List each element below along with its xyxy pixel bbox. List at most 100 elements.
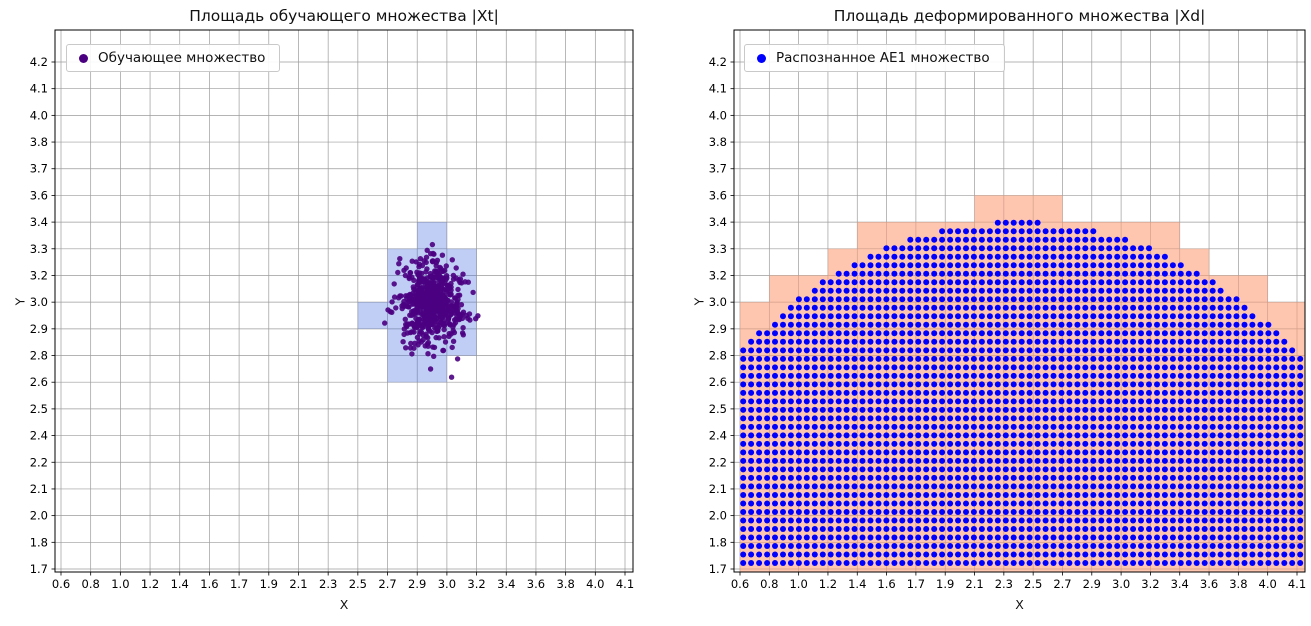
svg-text:1.8: 1.8 [30,535,48,549]
svg-text:2.2: 2.2 [30,455,48,469]
svg-text:3.6: 3.6 [30,188,48,202]
training-legend: Обучающее множество [66,44,281,72]
axis-tick-marks [730,61,1298,576]
svg-text:4.0: 4.0 [30,108,48,122]
deformed-plot-title: Площадь деформированного множества |Xd| [833,7,1206,25]
svg-text:4.2: 4.2 [709,55,727,69]
svg-text:2.9: 2.9 [1083,577,1101,591]
svg-text:3.0: 3.0 [709,295,727,309]
svg-text:3.3: 3.3 [30,242,48,256]
axis-tick-marks [51,61,626,576]
deformed-y-axis-label: Y [691,297,707,306]
svg-text:0.6: 0.6 [731,577,749,591]
svg-text:3.0: 3.0 [30,295,48,309]
svg-text:1.7: 1.7 [230,577,248,591]
training-set-plot: Площадь обучающего множества |Xt| 0.6 0.8… [12,7,634,612]
data-points [382,241,481,380]
svg-text:4.1: 4.1 [709,82,727,96]
svg-text:2.2: 2.2 [709,455,727,469]
svg-text:1.2: 1.2 [819,577,837,591]
svg-text:2.7: 2.7 [1053,577,1071,591]
svg-text:3.8: 3.8 [1229,577,1247,591]
svg-text:3.4: 3.4 [497,577,515,591]
svg-text:1.6: 1.6 [200,577,218,591]
svg-text:1.2: 1.2 [141,577,159,591]
svg-text:2.5: 2.5 [30,402,48,416]
svg-text:2.5: 2.5 [1024,577,1042,591]
svg-text:3.8: 3.8 [556,577,574,591]
training-plot-title: Площадь обучающего множества |Xt| [189,7,499,25]
svg-text:4.1: 4.1 [30,82,48,96]
deformed-set-plot: Площадь деформированного множества |Xd| … [656,0,1311,626]
svg-text:3.6: 3.6 [527,577,545,591]
svg-text:2.7: 2.7 [378,577,396,591]
svg-text:3.6: 3.6 [709,188,727,202]
svg-text:3.8: 3.8 [30,135,48,149]
svg-text:2.8: 2.8 [709,349,727,363]
training-x-axis-label: X [339,597,349,612]
deformed-x-axis-label: X [1015,597,1024,612]
svg-text:3.8: 3.8 [709,135,727,149]
svg-text:3.4: 3.4 [1171,577,1189,591]
svg-text:1.0: 1.0 [111,577,129,591]
svg-text:3.6: 3.6 [1200,577,1218,591]
svg-text:3.0: 3.0 [438,577,456,591]
svg-text:2.6: 2.6 [709,375,727,389]
svg-text:1.7: 1.7 [30,562,48,576]
svg-text:2.8: 2.8 [30,349,48,363]
svg-text:2.9: 2.9 [408,577,426,591]
svg-text:2.3: 2.3 [995,577,1013,591]
svg-text:1.9: 1.9 [260,577,278,591]
svg-text:3.3: 3.3 [709,242,727,256]
plot-frame [733,29,1306,573]
svg-text:2.0: 2.0 [709,509,727,523]
svg-text:1.4: 1.4 [171,577,189,591]
svg-text:2.0: 2.0 [30,509,48,523]
svg-text:0.6: 0.6 [52,577,70,591]
svg-text:0.8: 0.8 [760,577,778,591]
svg-text:1.7: 1.7 [709,562,727,576]
deformed-legend: Распознанное AE1 множество [744,44,1005,72]
svg-text:2.1: 2.1 [965,577,983,591]
svg-text:1.9: 1.9 [936,577,954,591]
data-points [740,219,1304,566]
svg-text:2.6: 2.6 [30,375,48,389]
training-plot-canvas: 0.6 0.8 1.0 1.2 1.4 1.6 1.7 1.9 2.1 2.3 2.5 2.7 2.9 3… [30,29,634,591]
training-legend-label: Обучающее множество [98,50,266,66]
deformed-legend-label: Распознанное AE1 множество [776,50,990,66]
svg-text:4.0: 4.0 [1259,577,1277,591]
svg-text:3.0: 3.0 [1112,577,1130,591]
svg-text:4.0: 4.0 [709,108,727,122]
svg-text:1.6: 1.6 [877,577,895,591]
axis-tick-labels: 0.6 0.8 1.0 1.2 1.4 1.6 1.7 1.9 2.1 2.3 2.5 2.7 2.9 3… [30,55,634,591]
svg-text:3.2: 3.2 [709,268,727,282]
svg-text:2.3: 2.3 [319,577,337,591]
svg-text:1.7: 1.7 [907,577,925,591]
svg-text:2.4: 2.4 [30,429,48,443]
svg-text:1.4: 1.4 [848,577,866,591]
grid-lines [55,30,633,572]
svg-text:2.1: 2.1 [30,482,48,496]
svg-text:2.5: 2.5 [349,577,367,591]
svg-text:0.8: 0.8 [82,577,100,591]
svg-text:3.2: 3.2 [467,577,485,591]
svg-text:4.0: 4.0 [586,577,604,591]
svg-text:3.4: 3.4 [30,215,48,229]
training-y-axis-label: Y [12,297,28,306]
svg-text:2.1: 2.1 [289,577,307,591]
training-legend-marker-icon [79,53,88,63]
svg-text:4.1: 4.1 [616,577,634,591]
svg-text:2.9: 2.9 [709,322,727,336]
axis-tick-labels: 0.6 0.8 1.0 1.2 1.4 1.6 1.7 1.9 2.1 2.3 2.5 2.7 2.9 3… [709,55,1306,591]
svg-text:3.7: 3.7 [709,162,727,176]
svg-text:3.4: 3.4 [709,215,727,229]
svg-text:2.1: 2.1 [709,482,727,496]
svg-text:4.1: 4.1 [1288,577,1306,591]
svg-text:2.4: 2.4 [709,429,727,443]
svg-text:1.8: 1.8 [709,535,727,549]
deformed-plot-canvas: 0.6 0.8 1.0 1.2 1.4 1.6 1.7 1.9 2.1 2.3 2.5 2.7 2.9 3… [709,29,1306,591]
svg-text:1.0: 1.0 [789,577,807,591]
svg-text:3.7: 3.7 [30,162,48,176]
svg-text:2.5: 2.5 [709,402,727,416]
